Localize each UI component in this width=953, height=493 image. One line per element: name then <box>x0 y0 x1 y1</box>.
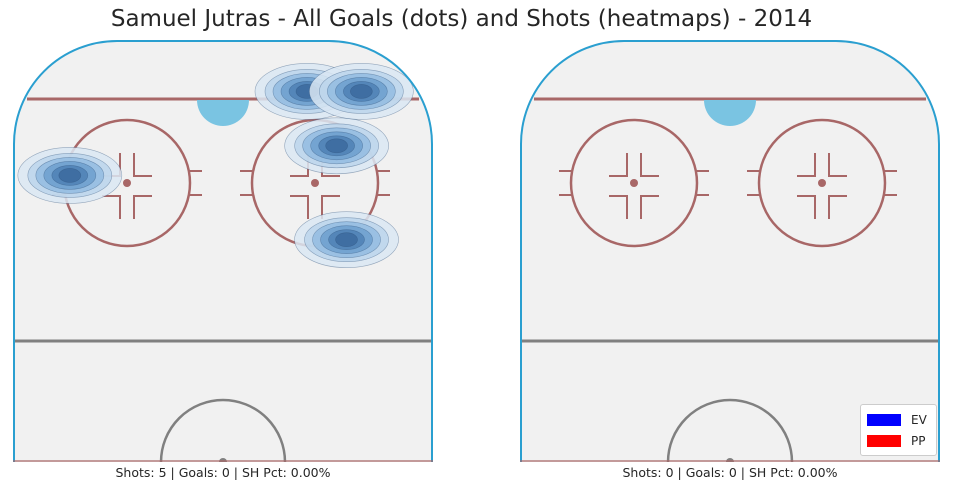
goal-crease <box>704 100 756 126</box>
legend-swatch-ev <box>867 413 901 426</box>
legend-item-ev: EV <box>867 409 930 430</box>
legend-item-pp: PP <box>867 430 930 451</box>
caption-left: Shots: 5 | Goals: 0 | SH Pct: 0.00% <box>115 465 331 480</box>
legend-label-ev: EV <box>911 412 927 427</box>
faceoff-circle-right <box>747 118 897 248</box>
caption-right: Shots: 0 | Goals: 0 | SH Pct: 0.00% <box>622 465 838 480</box>
rink-panel-right <box>520 40 940 462</box>
ice-surface <box>520 40 940 462</box>
shot-density <box>284 117 389 175</box>
legend-label-pp: PP <box>911 433 926 448</box>
goal-crease <box>197 100 249 126</box>
faceoff-circle-left <box>559 118 709 248</box>
boards <box>520 40 940 462</box>
legend-swatch-pp <box>867 434 901 447</box>
chart-title: Samuel Jutras - All Goals (dots) and Sho… <box>110 6 813 32</box>
boards <box>13 40 433 462</box>
legend: EV PP <box>860 404 937 456</box>
shot-density <box>17 147 123 204</box>
rink-panel-left <box>13 40 433 462</box>
shot-density <box>309 63 414 120</box>
shot-heatmap <box>17 63 414 268</box>
shot-density <box>294 211 399 268</box>
center-circle <box>666 398 794 462</box>
center-circle <box>159 398 287 462</box>
